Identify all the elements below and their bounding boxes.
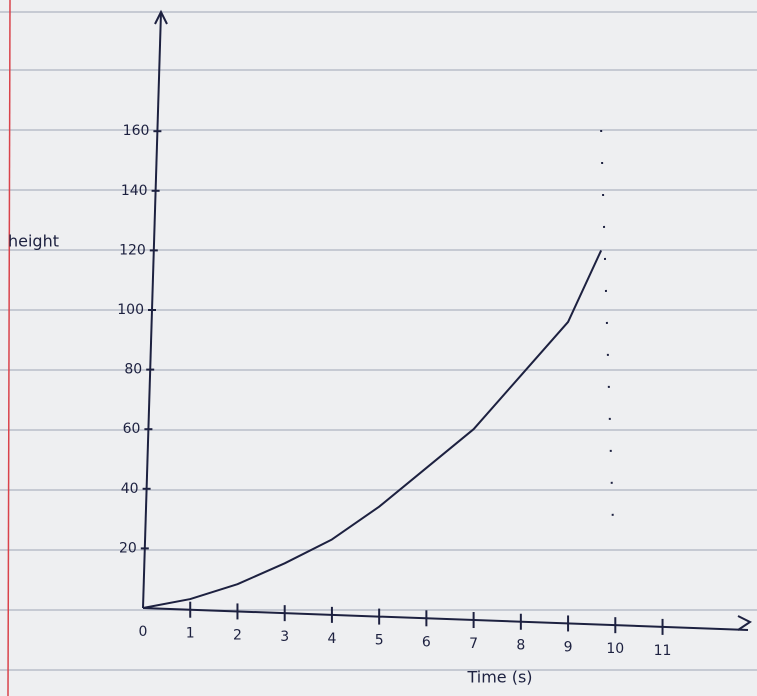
data-line xyxy=(142,249,603,609)
x-tick-label: 3 xyxy=(280,629,289,645)
paper-lines xyxy=(0,11,757,671)
y-tick-label: 140 xyxy=(121,183,148,199)
x-axis-arrow xyxy=(737,615,752,631)
x-axis xyxy=(142,607,749,631)
y-tick-label: 20 xyxy=(119,540,137,556)
y-axis-label: height xyxy=(8,232,59,251)
y-tick-label: 80 xyxy=(124,362,142,378)
x-tick-label: 4 xyxy=(327,631,336,647)
y-tick-label: 40 xyxy=(121,481,139,497)
x-tick-label: 5 xyxy=(375,633,384,649)
x-tick-label: 6 xyxy=(422,634,431,650)
x-tick-label: 7 xyxy=(469,636,478,652)
x-tick-label: 2 xyxy=(233,627,242,643)
x-tick-label: 1 xyxy=(186,626,195,642)
x-tick-label: 0 xyxy=(139,624,148,640)
y-tick-label: 120 xyxy=(119,242,146,258)
margin-line xyxy=(7,0,11,696)
y-tick-label: 100 xyxy=(117,302,144,318)
x-tick-label: 11 xyxy=(654,643,672,659)
y-tick-label: 60 xyxy=(123,421,141,437)
x-axis-label: Time (s) xyxy=(466,668,532,687)
x-tick-label: 10 xyxy=(606,641,624,657)
y-axis-arrow xyxy=(154,9,168,25)
x-tick-label: 8 xyxy=(516,638,525,654)
x-tick-label: 9 xyxy=(564,639,573,655)
y-tick-label: 160 xyxy=(123,123,150,139)
